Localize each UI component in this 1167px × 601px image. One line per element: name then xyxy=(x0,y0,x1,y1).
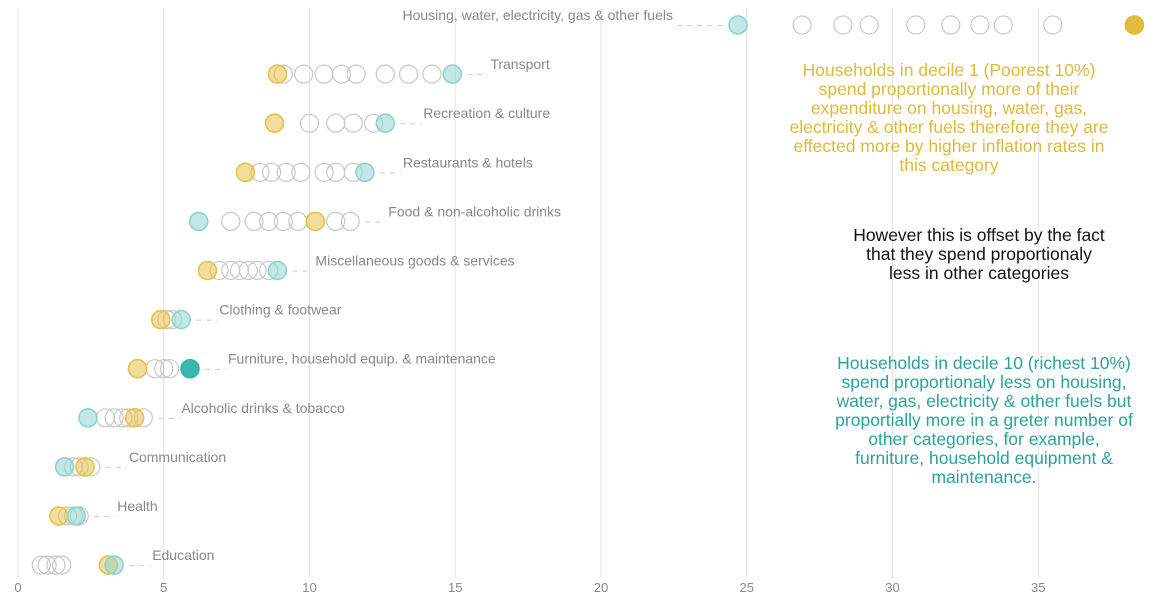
x-tick-label-15: 15 xyxy=(448,580,462,595)
other-decile-point xyxy=(346,64,366,84)
decile-10-point xyxy=(54,457,75,477)
decile-10-point xyxy=(180,358,200,379)
other-decile-point xyxy=(314,162,334,182)
x-tick-label-35: 35 xyxy=(1031,580,1045,595)
decile-1-point xyxy=(127,358,148,379)
decile-10-point xyxy=(375,113,396,133)
data-points xyxy=(31,15,1145,575)
other-decile-point xyxy=(104,408,124,428)
other-decile-point xyxy=(291,162,311,182)
other-decile-point xyxy=(833,15,853,35)
other-decile-point xyxy=(273,211,293,231)
decile-10-point xyxy=(267,260,288,281)
category-label: Transport xyxy=(490,56,550,72)
other-decile-point xyxy=(294,64,314,84)
other-decile-point xyxy=(154,359,174,379)
other-decile-point xyxy=(221,211,241,231)
decile-1-point xyxy=(1124,15,1145,35)
x-tick-label-5: 5 xyxy=(160,580,167,595)
other-decile-point xyxy=(343,113,363,133)
decile-1-point xyxy=(197,260,218,281)
category-label: Miscellaneous goods & services xyxy=(315,253,514,269)
x-tick-label-25: 25 xyxy=(740,580,754,595)
other-decile-point xyxy=(375,64,395,84)
decile-1-point xyxy=(305,211,326,232)
decile-1-point xyxy=(151,309,171,330)
other-decile-point xyxy=(247,260,267,281)
decile-10-point xyxy=(171,309,192,330)
category-label: Housing, water, electricity, gas & other… xyxy=(402,7,673,23)
x-tick-label-30: 30 xyxy=(885,580,899,595)
other-decile-point xyxy=(859,15,879,35)
category-label: Food & non-alcoholic drinks xyxy=(388,203,561,219)
x-axis: 0 5 10 15 20 25 30 35 xyxy=(14,580,1045,595)
decile-10-point xyxy=(442,64,463,84)
decile-1-point xyxy=(49,506,69,526)
decile-10-point xyxy=(188,211,209,232)
other-decile-point xyxy=(276,162,296,182)
other-decile-point xyxy=(399,64,419,84)
other-decile-point xyxy=(792,15,812,35)
x-tick-label-0: 0 xyxy=(14,580,21,595)
other-decile-point xyxy=(159,359,180,379)
x-tick-label-20: 20 xyxy=(594,580,608,595)
grid-lines xyxy=(17,8,1039,578)
category-label: Recreation & culture xyxy=(423,105,550,121)
decile-1-point xyxy=(264,113,285,133)
other-decile-point xyxy=(244,211,264,231)
category-label: Communication xyxy=(129,449,226,465)
other-decile-point xyxy=(46,555,66,575)
other-decile-point xyxy=(340,211,360,231)
other-decile-point xyxy=(326,113,346,133)
decile-10-point xyxy=(104,555,124,575)
decile-10-point xyxy=(728,15,748,35)
annotation-offset: However this is offset by the fact that … xyxy=(853,225,1105,283)
decile-10-point xyxy=(355,162,375,183)
decile-1-point xyxy=(124,407,145,428)
category-label: Alcoholic drinks & tobacco xyxy=(181,400,345,416)
other-decile-point xyxy=(314,64,334,84)
category-label: Education xyxy=(152,547,214,563)
other-decile-point xyxy=(326,211,346,231)
other-decile-point xyxy=(970,15,990,35)
label-connectors xyxy=(94,25,726,567)
category-label: Furniture, household equip. & maintenanc… xyxy=(228,351,496,367)
decile-1-point xyxy=(267,64,288,84)
category-label: Clothing & footwear xyxy=(219,302,342,318)
other-decile-point xyxy=(259,211,279,231)
decile-10-point xyxy=(66,506,87,526)
category-label: Health xyxy=(117,498,157,514)
category-labels: Housing, water, electricity, gas & other… xyxy=(117,7,673,563)
other-decile-point xyxy=(906,15,926,35)
other-decile-point xyxy=(238,260,258,281)
decile-1-point xyxy=(75,457,95,477)
other-decile-point xyxy=(326,162,346,182)
other-decile-point xyxy=(941,15,961,35)
other-decile-point xyxy=(422,64,442,84)
annotation-decile-10: Households in decile 10 (richest 10%) sp… xyxy=(835,353,1133,487)
other-decile-point xyxy=(52,555,72,575)
category-label: Restaurants & hotels xyxy=(403,154,533,170)
other-decile-point xyxy=(288,211,308,231)
decile-10-point xyxy=(78,407,98,428)
other-decile-point xyxy=(1043,15,1063,35)
other-decile-point xyxy=(331,64,352,84)
x-tick-label-10: 10 xyxy=(302,580,316,595)
other-decile-point xyxy=(993,15,1013,35)
annotation-decile-1: Households in decile 1 (Poorest 10%) spe… xyxy=(789,60,1109,175)
other-decile-point xyxy=(299,113,320,133)
decile-1-point xyxy=(235,162,256,183)
other-decile-point xyxy=(31,555,51,575)
other-decile-point xyxy=(37,555,57,575)
other-decile-point xyxy=(262,162,282,182)
